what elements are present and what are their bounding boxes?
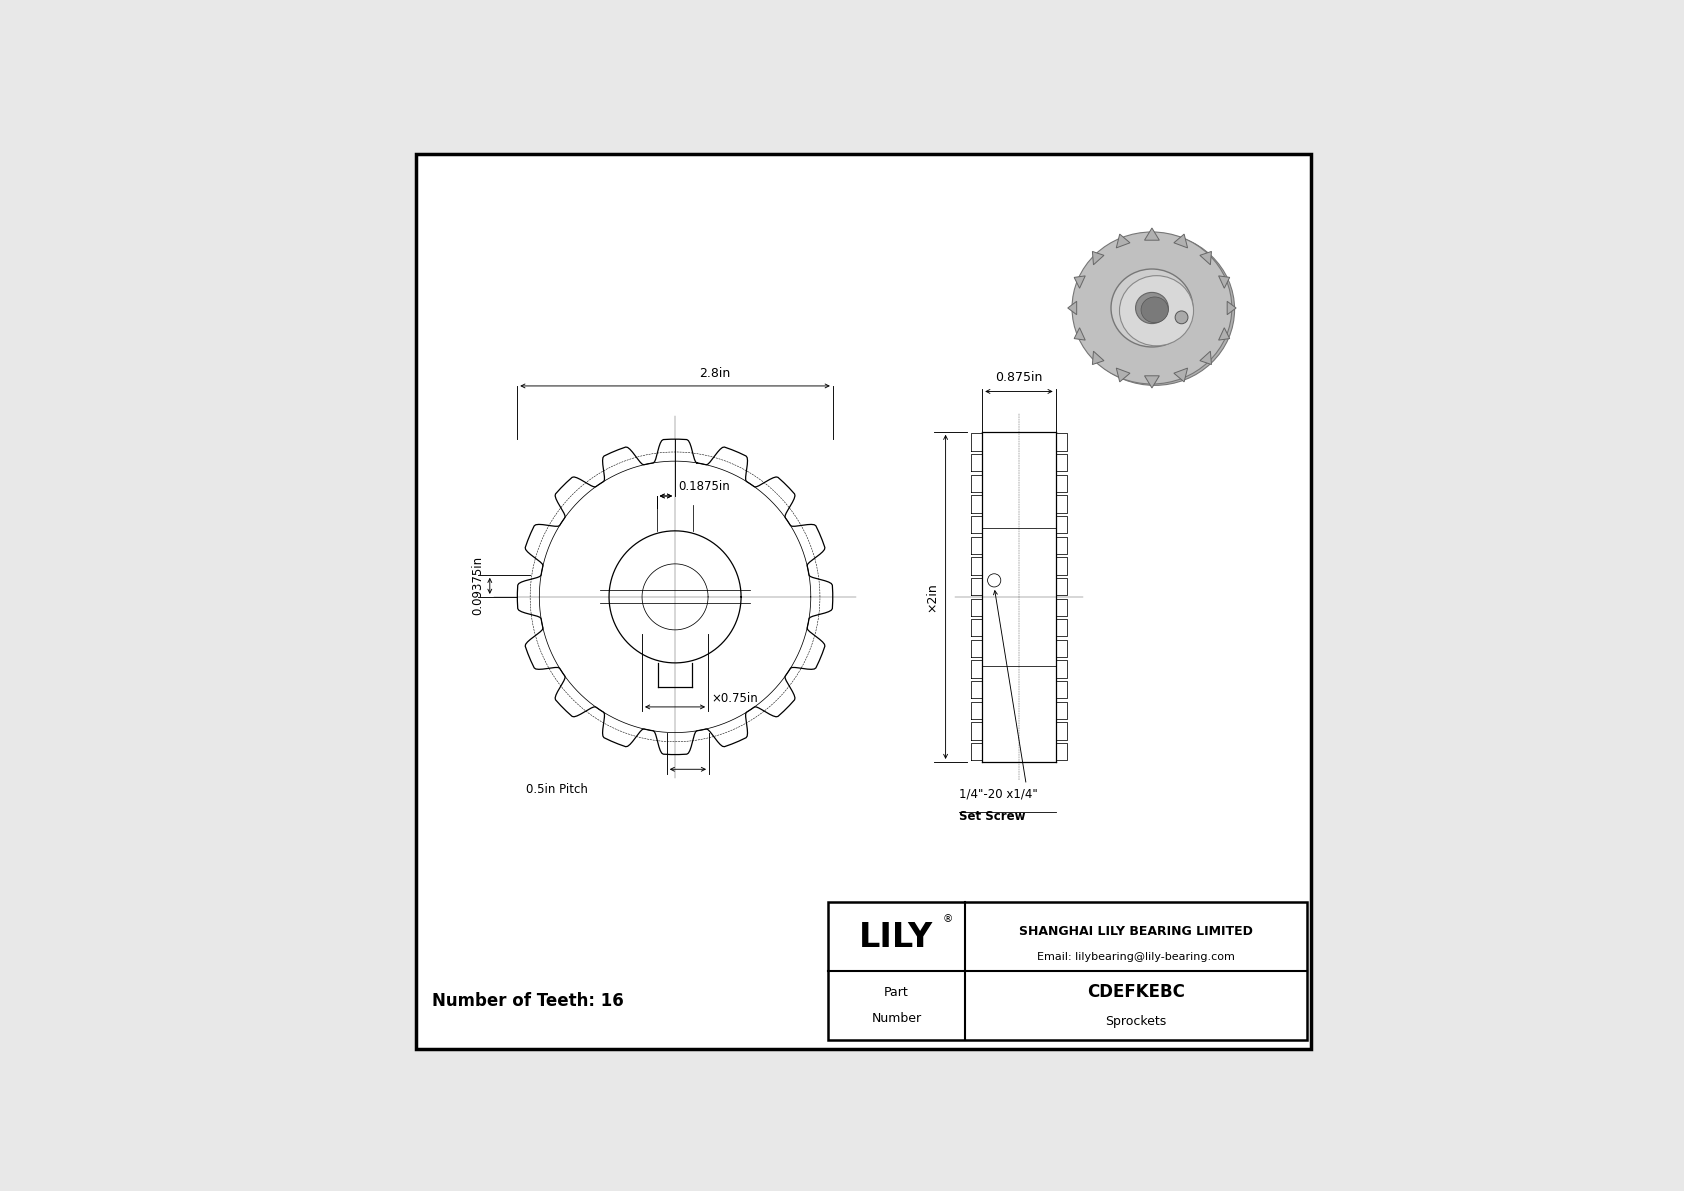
Text: 1/4"-20 x1/4": 1/4"-20 x1/4" xyxy=(960,787,1037,800)
Polygon shape xyxy=(1074,276,1084,288)
Ellipse shape xyxy=(1135,293,1169,324)
Polygon shape xyxy=(1116,368,1130,382)
Text: 0.5in Pitch: 0.5in Pitch xyxy=(527,782,588,796)
Polygon shape xyxy=(1093,351,1105,364)
Text: ®: ® xyxy=(943,913,953,924)
Polygon shape xyxy=(1219,328,1229,341)
Text: Set Screw: Set Screw xyxy=(960,810,1026,823)
Polygon shape xyxy=(1145,376,1159,388)
Polygon shape xyxy=(1093,251,1105,264)
Polygon shape xyxy=(1174,368,1187,382)
Ellipse shape xyxy=(1073,232,1231,384)
Ellipse shape xyxy=(1111,269,1192,347)
Polygon shape xyxy=(1174,235,1187,248)
Bar xyxy=(829,903,1307,1040)
Circle shape xyxy=(987,574,1000,587)
Text: Number: Number xyxy=(871,1012,921,1025)
Text: ×0.75in: ×0.75in xyxy=(712,692,758,705)
Text: 0.875in: 0.875in xyxy=(995,372,1042,385)
Text: Number of Teeth: 16: Number of Teeth: 16 xyxy=(433,992,623,1010)
Polygon shape xyxy=(1074,328,1084,341)
Polygon shape xyxy=(1201,351,1211,364)
Text: Sprockets: Sprockets xyxy=(1105,1015,1167,1028)
Text: 0.09375in: 0.09375in xyxy=(472,556,485,616)
Polygon shape xyxy=(1068,301,1076,314)
Ellipse shape xyxy=(1074,233,1234,386)
Text: 2.8in: 2.8in xyxy=(699,368,731,380)
Ellipse shape xyxy=(1142,297,1169,323)
Text: Part: Part xyxy=(884,986,909,999)
Text: CDEFKEBC: CDEFKEBC xyxy=(1086,984,1186,1002)
Text: Email: lilybearing@lily-bearing.com: Email: lilybearing@lily-bearing.com xyxy=(1037,953,1234,962)
Polygon shape xyxy=(1219,276,1229,288)
Text: LILY: LILY xyxy=(859,921,933,954)
Text: SHANGHAI LILY BEARING LIMITED: SHANGHAI LILY BEARING LIMITED xyxy=(1019,924,1253,937)
Polygon shape xyxy=(1145,227,1159,241)
Polygon shape xyxy=(1201,251,1211,264)
Circle shape xyxy=(1175,311,1187,324)
Ellipse shape xyxy=(1120,275,1194,345)
Polygon shape xyxy=(1116,235,1130,248)
Polygon shape xyxy=(1228,301,1236,314)
Text: 0.1875in: 0.1875in xyxy=(677,480,729,493)
Text: ×2in: ×2in xyxy=(925,582,938,612)
